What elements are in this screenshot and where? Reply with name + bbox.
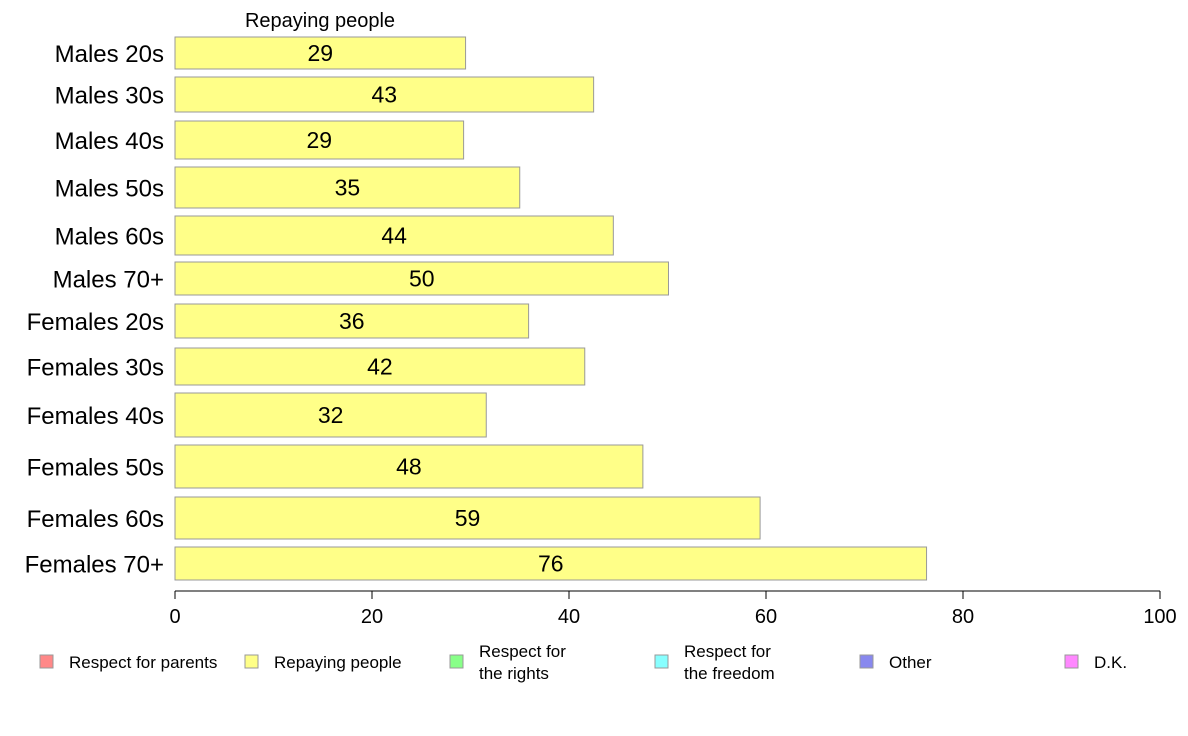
bar-value-label: 50 <box>409 266 435 292</box>
legend-label: Respect for <box>684 642 771 661</box>
legend-label: Respect for <box>479 642 566 661</box>
x-tick-label: 40 <box>558 606 580 628</box>
bar-value-label: 32 <box>318 402 344 428</box>
legend-item: Respect for the rights <box>449 642 566 683</box>
bar-value-label: 48 <box>396 454 422 480</box>
bar <box>174 261 669 296</box>
bar <box>174 347 586 386</box>
x-tick-label: 100 <box>1143 606 1176 628</box>
legend-swatch <box>449 654 464 669</box>
legend-item: Respect for parents <box>39 653 217 672</box>
x-tick-label: 20 <box>361 606 383 628</box>
bar-value-label: 35 <box>335 175 361 201</box>
bar-value-label: 36 <box>339 308 365 334</box>
x-tick-label: 0 <box>169 606 180 628</box>
x-tick-label: 60 <box>755 606 777 628</box>
legend-swatch <box>39 654 54 669</box>
legend-label: Respect for parents <box>69 653 217 672</box>
bar <box>174 36 467 70</box>
category-label: Males 50s <box>55 176 164 203</box>
legend-swatch <box>1064 654 1079 669</box>
bar-value-label: 44 <box>381 223 407 249</box>
legend-item: Other <box>859 653 932 672</box>
bar-value-label: 42 <box>367 354 393 380</box>
legend-label: D.K. <box>1094 653 1127 672</box>
category-label: Males 40s <box>55 128 164 155</box>
category-label: Females 60s <box>27 506 164 533</box>
legend-swatch <box>654 654 669 669</box>
legend-label: the freedom <box>684 664 775 683</box>
x-axis: 0 20 40 60 80 100 <box>169 590 1177 628</box>
bar-value-label: 76 <box>538 551 564 577</box>
legend-label: Repaying people <box>274 653 402 672</box>
bar-value-label: 29 <box>307 40 333 66</box>
legend-item: D.K. <box>1064 653 1127 672</box>
category-label: Females 70+ <box>25 552 164 579</box>
bar <box>174 215 614 256</box>
bar-value-label: 43 <box>372 82 398 108</box>
chart-title: Repaying people <box>245 10 395 32</box>
legend-item: Repaying people <box>244 653 402 672</box>
legend-label: the rights <box>479 664 549 683</box>
legend-swatch <box>859 654 874 669</box>
category-labels: Males 20s Males 30s Males 40s Males 50s Male… <box>25 41 164 579</box>
bar-value-label: 29 <box>307 127 333 153</box>
category-label: Females 30s <box>27 355 164 382</box>
bar <box>174 120 465 160</box>
category-label: Females 40s <box>27 403 164 430</box>
category-label: Males 70+ <box>53 267 164 294</box>
legend-swatch <box>244 654 259 669</box>
category-label: Females 50s <box>27 455 164 482</box>
x-tick-label: 80 <box>952 606 974 628</box>
category-label: Females 20s <box>27 309 164 336</box>
legend: Respect for parents Repaying people Respec… <box>39 642 1127 683</box>
bar <box>174 76 595 113</box>
bar <box>174 496 761 540</box>
category-label: Males 20s <box>55 41 164 68</box>
legend-item: Respect for the freedom <box>654 642 775 683</box>
category-label: Males 60s <box>55 224 164 251</box>
legend-label: Other <box>889 653 932 672</box>
bar <box>174 392 487 438</box>
bar <box>174 303 530 339</box>
category-label: Males 30s <box>55 83 164 110</box>
bar <box>174 166 521 209</box>
bar-value-label: 59 <box>455 505 481 531</box>
bar <box>174 546 928 581</box>
bar <box>174 444 644 489</box>
